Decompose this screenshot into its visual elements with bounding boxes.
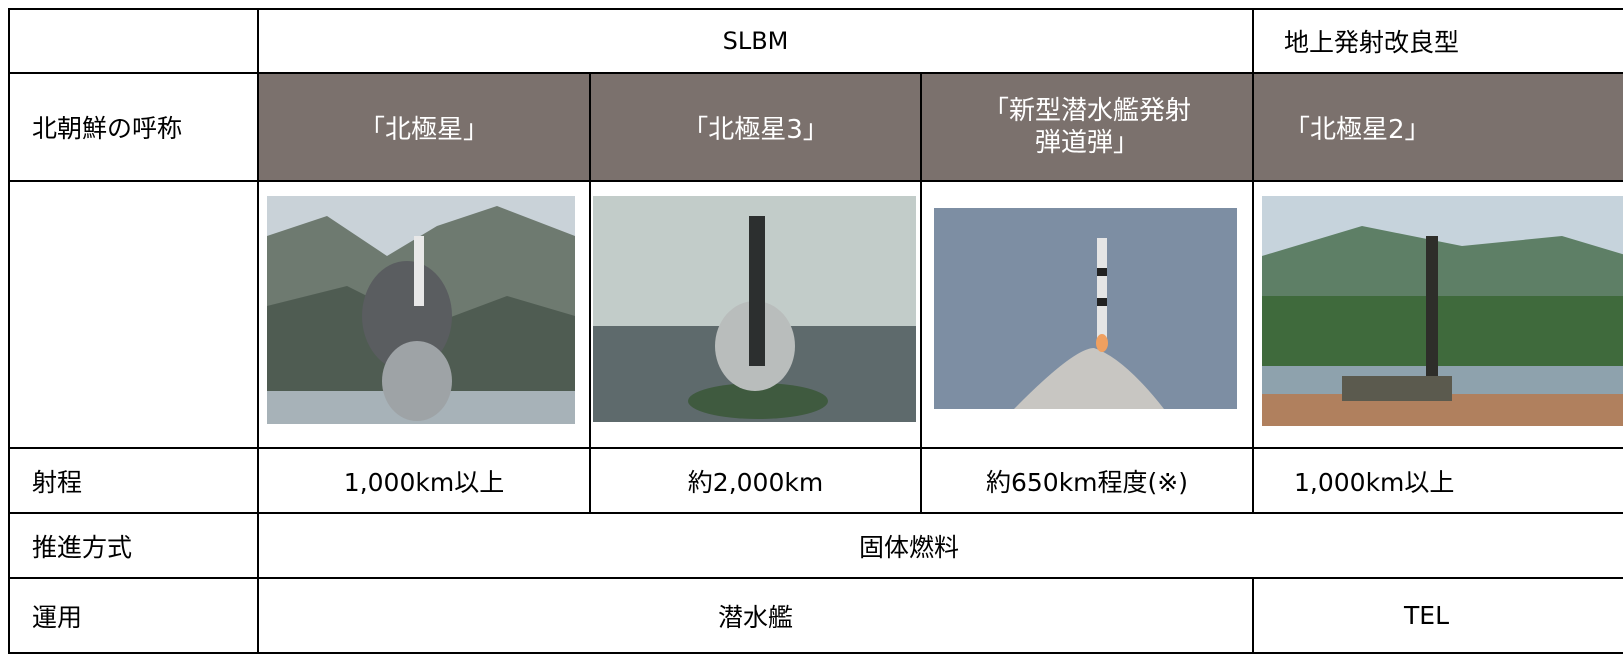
empty-cell [8, 8, 259, 74]
photo [267, 196, 575, 424]
range-cell: 1,000km以上 [257, 447, 591, 514]
photo-row [8, 180, 1623, 449]
name-cell: 「北極星」 [257, 72, 591, 182]
range-cell: 約650km程度(※) [920, 447, 1254, 514]
operation-row: 運用 潜水艦 TEL [8, 577, 1623, 654]
photo-cell [1252, 180, 1623, 449]
photo [934, 208, 1237, 409]
group-header-row: SLBM 地上発射改良型 [8, 8, 1623, 74]
name-row: 北朝鮮の呼称 「北極星」 「北極星3」 「新型潜水艦発射 弾道弾」 「北極星2」 [8, 72, 1623, 182]
row-label: 北朝鮮の呼称 [8, 72, 259, 182]
row-label: 推進方式 [8, 512, 259, 579]
empty-cell [8, 180, 259, 449]
name-line: 弾道弾」 [1034, 128, 1139, 158]
row-label: 運用 [8, 577, 259, 654]
photo-cell [589, 180, 922, 449]
propulsion-cell: 固体燃料 [257, 512, 1623, 579]
photo-cell [257, 180, 591, 449]
name-cell: 「新型潜水艦発射 弾道弾」 [920, 72, 1254, 182]
operation-cell: 潜水艦 [257, 577, 1254, 654]
row-label: 射程 [8, 447, 259, 514]
name-cell: 「北極星2」 [1252, 72, 1623, 182]
range-cell: 1,000km以上 [1252, 447, 1623, 514]
missile-table: SLBM 地上発射改良型 北朝鮮の呼称 「北極星」 「北極星3」 「新型潜水艦発… [8, 8, 1623, 654]
group-header: 地上発射改良型 [1252, 8, 1623, 74]
photo-cell [920, 180, 1254, 449]
range-cell: 約2,000km [589, 447, 922, 514]
name-cell: 「北極星3」 [589, 72, 922, 182]
range-row: 射程 1,000km以上 約2,000km 約650km程度(※) 1,000k… [8, 447, 1623, 514]
name-line: 「新型潜水艦発射 [982, 96, 1191, 126]
photo [1262, 196, 1623, 426]
photo [593, 196, 916, 422]
propulsion-row: 推進方式 固体燃料 [8, 512, 1623, 579]
group-header: SLBM [257, 8, 1254, 74]
operation-cell: TEL [1252, 577, 1623, 654]
